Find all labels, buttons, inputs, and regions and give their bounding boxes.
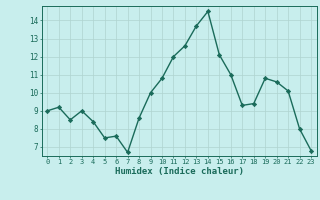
X-axis label: Humidex (Indice chaleur): Humidex (Indice chaleur) — [115, 167, 244, 176]
